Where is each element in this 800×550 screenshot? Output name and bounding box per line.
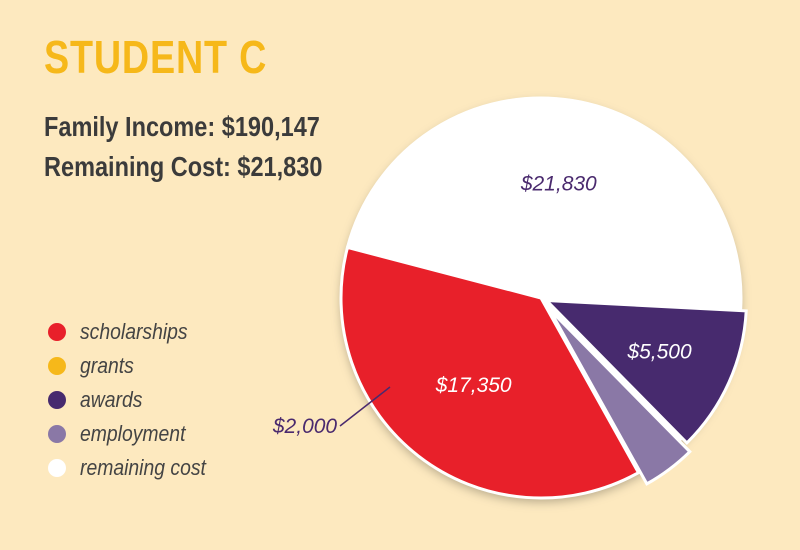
legend-item-awards: awards <box>48 383 223 417</box>
chart-legend: scholarships grants awards employment re… <box>48 315 223 485</box>
page-title: STUDENT C <box>44 31 268 83</box>
legend-item-remaining-cost: remaining cost <box>48 451 223 485</box>
legend-label-remaining-cost: remaining cost <box>80 455 206 480</box>
pie-labels: $21,830 $17,350 $2,000 $5,500 <box>272 172 692 438</box>
legend-item-scholarships: scholarships <box>48 315 223 349</box>
pie-slice-scholarships <box>339 245 641 500</box>
remaining-cost-summary: Remaining Cost: $21,830 <box>44 151 323 182</box>
pie-slice-employment <box>548 308 692 486</box>
legend-label-scholarships: scholarships <box>80 319 188 344</box>
legend-label-awards: awards <box>80 387 143 412</box>
pie-slices <box>339 96 748 500</box>
pie-slice-remaining-cost <box>345 96 743 311</box>
legend-label-grants: grants <box>80 353 134 378</box>
legend-item-employment: employment <box>48 417 223 451</box>
legend-swatch-employment <box>48 425 66 443</box>
legend-item-grants: grants <box>48 349 223 383</box>
legend-swatch-remaining-cost <box>48 459 66 477</box>
legend-swatch-awards <box>48 391 66 409</box>
employment-leader-line <box>339 386 391 427</box>
legend-swatch-grants <box>48 357 66 375</box>
legend-swatch-scholarships <box>48 323 66 341</box>
pie-slice-awards <box>542 298 748 446</box>
family-income: Family Income: $190,147 <box>44 111 320 142</box>
pie-label-awards: $5,500 <box>626 340 692 363</box>
legend-label-employment: employment <box>80 421 186 446</box>
pie-label-employment: $2,000 <box>272 415 338 438</box>
pie-label-scholarships: $17,350 <box>435 374 512 397</box>
pie-label-remaining-cost: $21,830 <box>520 172 597 195</box>
